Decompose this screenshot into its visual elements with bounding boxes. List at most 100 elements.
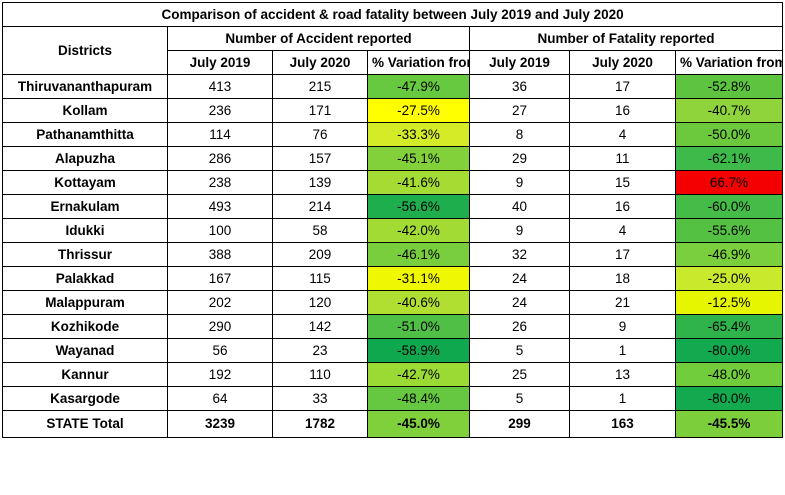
fatality-2019-value: 26 xyxy=(469,314,570,339)
fatality-variation-value: -50.0% xyxy=(674,122,784,147)
accident-2019-value: 236 xyxy=(167,98,273,123)
accident-variation-value: -56.6% xyxy=(367,194,470,219)
accident-variation-value: -58.9% xyxy=(367,338,470,363)
accident-2020-value: 76 xyxy=(272,122,368,147)
accident-july-2019-header: July 2019 xyxy=(167,50,273,75)
total-accident-2019: 3239 xyxy=(167,410,273,438)
table-row: Palakkad 167 115 -31.1% 24 18 -25.0% xyxy=(2,266,784,291)
table-row: Ernakulam 493 214 -56.6% 40 16 -60.0% xyxy=(2,194,784,219)
districts-header: Districts xyxy=(2,26,168,75)
accident-variation-value: -47.9% xyxy=(367,74,470,99)
district-name: Palakkad xyxy=(2,266,168,291)
accident-variation-value: -48.4% xyxy=(367,386,470,411)
fatality-variation-value: -55.6% xyxy=(674,218,784,243)
table-row: Thiruvananthapuram 413 215 -47.9% 36 17 -52.8% xyxy=(2,74,784,99)
table-title: Comparison of accident & road fatality b… xyxy=(1,2,784,27)
accident-variation-value: -46.1% xyxy=(367,242,470,267)
fatality-2019-value: 36 xyxy=(469,74,570,99)
district-name: Kannur xyxy=(2,362,168,387)
table-row: Pathanamthitta 114 76 -33.3% 8 4 -50.0% xyxy=(2,122,784,147)
district-name: Thrissur xyxy=(2,242,168,267)
fatality-2020-value: 9 xyxy=(569,314,676,339)
fatality-variation-value: -60.0% xyxy=(674,194,784,219)
fatality-variation-value: -40.7% xyxy=(674,98,784,123)
total-accident-variation: -45.0% xyxy=(367,410,470,438)
fatality-2019-value: 9 xyxy=(469,218,570,243)
fatality-variation-value: 66.7% xyxy=(674,170,784,195)
accident-variation-value: -33.3% xyxy=(367,122,470,147)
fatality-group-header: Number of Fatality reported xyxy=(468,26,784,51)
accident-2020-value: 33 xyxy=(272,386,368,411)
fatality-2020-value: 21 xyxy=(569,290,676,315)
accident-variation-value: -31.1% xyxy=(367,266,470,291)
fatality-2020-value: 16 xyxy=(569,194,676,219)
table-row: Kottayam 238 139 -41.6% 9 15 66.7% xyxy=(2,170,784,195)
accident-2019-value: 202 xyxy=(167,290,273,315)
fatality-variation-value: -48.0% xyxy=(674,362,784,387)
accident-2019-value: 192 xyxy=(167,362,273,387)
fatality-2019-value: 27 xyxy=(469,98,570,123)
table-row: Alapuzha 286 157 -45.1% 29 11 -62.1% xyxy=(2,146,784,171)
accident-2019-value: 114 xyxy=(167,122,273,147)
fatality-2020-value: 11 xyxy=(569,146,676,171)
fatality-variation-value: -80.0% xyxy=(674,338,784,363)
fatality-2019-value: 24 xyxy=(469,266,570,291)
district-name: Pathanamthitta xyxy=(2,122,168,147)
district-name: Thiruvananthapuram xyxy=(2,74,168,99)
accident-2020-value: 215 xyxy=(272,74,368,99)
fatality-variation-header: % Variation from 2019 xyxy=(674,50,784,75)
accident-2020-value: 120 xyxy=(272,290,368,315)
accident-2020-value: 214 xyxy=(272,194,368,219)
fatality-2019-value: 24 xyxy=(469,290,570,315)
accident-2019-value: 286 xyxy=(167,146,273,171)
accident-variation-value: -41.6% xyxy=(367,170,470,195)
total-fatality-2019: 299 xyxy=(469,410,570,438)
accident-variation-header: % Variation from 2019 xyxy=(367,50,470,75)
total-fatality-variation: -45.5% xyxy=(674,410,784,438)
fatality-2019-value: 8 xyxy=(469,122,570,147)
fatality-variation-value: -62.1% xyxy=(674,146,784,171)
district-name: Kottayam xyxy=(2,170,168,195)
fatality-2020-value: 17 xyxy=(569,74,676,99)
accident-variation-value: -51.0% xyxy=(367,314,470,339)
district-name: Malappuram xyxy=(2,290,168,315)
fatality-variation-value: -25.0% xyxy=(674,266,784,291)
accident-variation-value: -42.7% xyxy=(367,362,470,387)
fatality-variation-value: -46.9% xyxy=(674,242,784,267)
district-name: Kozhikode xyxy=(2,314,168,339)
fatality-2019-value: 25 xyxy=(469,362,570,387)
accident-2019-value: 388 xyxy=(167,242,273,267)
district-name: Ernakulam xyxy=(2,194,168,219)
accident-group-header: Number of Accident reported xyxy=(167,26,470,51)
accident-variation-value: -40.6% xyxy=(367,290,470,315)
fatality-2019-value: 5 xyxy=(469,338,570,363)
accident-variation-value: -27.5% xyxy=(367,98,470,123)
total-fatality-2020: 163 xyxy=(569,410,676,438)
fatality-2019-value: 29 xyxy=(469,146,570,171)
fatality-2019-value: 32 xyxy=(469,242,570,267)
accident-2019-value: 238 xyxy=(167,170,273,195)
accident-2020-value: 157 xyxy=(272,146,368,171)
fatality-2019-value: 5 xyxy=(469,386,570,411)
state-total-row: STATE Total 3239 1782 -45.0% 299 163 -45.5% xyxy=(2,410,784,438)
table-row: Kannur 192 110 -42.7% 25 13 -48.0% xyxy=(2,362,784,387)
accident-july-2020-header: July 2020 xyxy=(272,50,368,75)
fatality-2020-value: 18 xyxy=(569,266,676,291)
total-accident-2020: 1782 xyxy=(272,410,368,438)
table-row: Idukki 100 58 -42.0% 9 4 -55.6% xyxy=(2,218,784,243)
accident-2020-value: 115 xyxy=(272,266,368,291)
accident-variation-value: -45.1% xyxy=(367,146,470,171)
fatality-2020-value: 13 xyxy=(569,362,676,387)
accident-2020-value: 110 xyxy=(272,362,368,387)
fatality-2020-value: 17 xyxy=(569,242,676,267)
fatality-2020-value: 1 xyxy=(569,338,676,363)
accident-2020-value: 209 xyxy=(272,242,368,267)
fatality-2020-value: 1 xyxy=(569,386,676,411)
accident-2020-value: 142 xyxy=(272,314,368,339)
accident-2019-value: 64 xyxy=(167,386,273,411)
table-row: Malappuram 202 120 -40.6% 24 21 -12.5% xyxy=(2,290,784,315)
accident-2019-value: 100 xyxy=(167,218,273,243)
accident-2020-value: 58 xyxy=(272,218,368,243)
accident-2019-value: 56 xyxy=(167,338,273,363)
district-name: Kasargode xyxy=(2,386,168,411)
